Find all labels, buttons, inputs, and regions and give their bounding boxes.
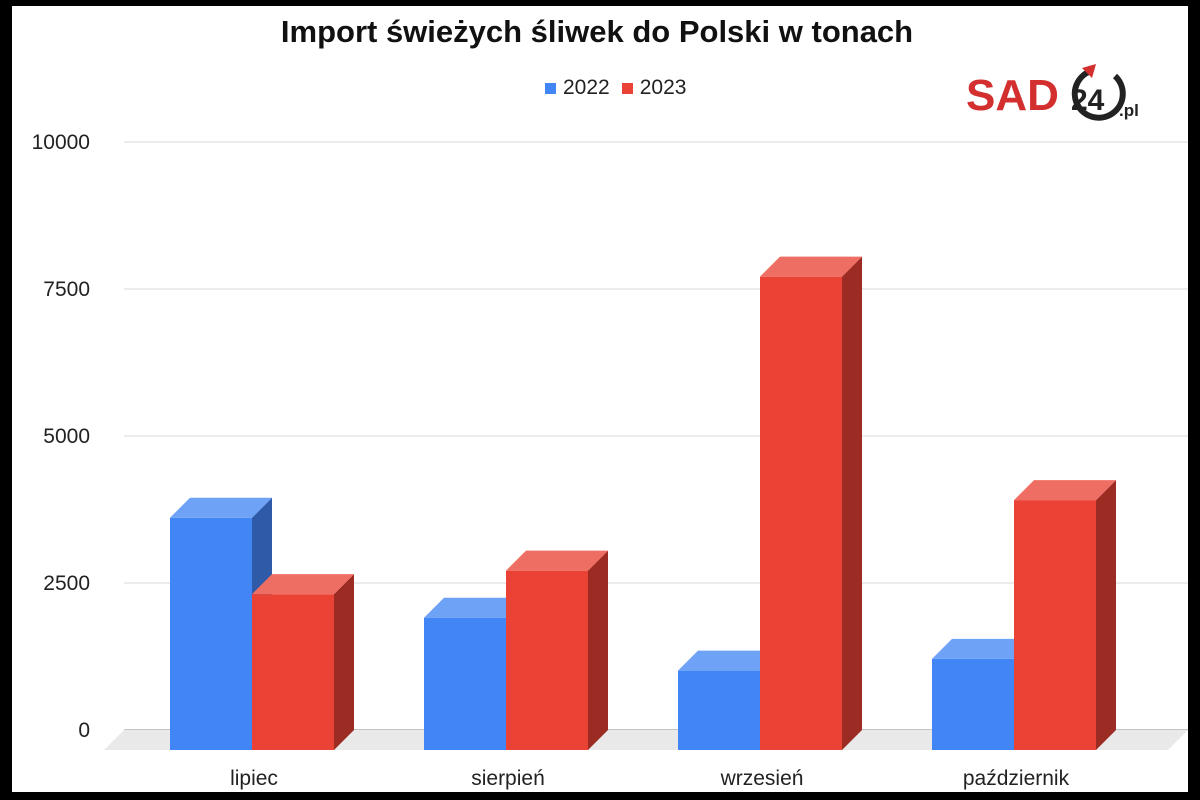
bar-top bbox=[760, 256, 862, 277]
legend-label-2023: 2023 bbox=[639, 76, 687, 99]
bar bbox=[170, 517, 252, 750]
bar bbox=[678, 670, 760, 750]
y-tick-label: 0 bbox=[78, 719, 90, 742]
sad24-logo: SAD 24 .pl bbox=[966, 64, 1139, 121]
x-tick-label: październik bbox=[963, 767, 1070, 790]
bar-chart: 0 2500 5000 7500 10000 lipiec sierpień wrzesień… bbox=[32, 131, 1188, 790]
legend-swatch-2022 bbox=[545, 82, 556, 94]
y-tick-label: 5000 bbox=[43, 425, 90, 448]
bar bbox=[252, 594, 334, 750]
bar-side bbox=[588, 550, 608, 750]
bar-top bbox=[506, 550, 608, 571]
bar-top bbox=[932, 638, 1034, 659]
logo-suffix-text: .pl bbox=[1119, 101, 1139, 120]
chart-floor bbox=[104, 730, 1188, 750]
bar-top bbox=[170, 497, 272, 518]
bar-side bbox=[842, 256, 862, 750]
bar-top bbox=[424, 597, 526, 618]
logo-number-text: 24 bbox=[1071, 84, 1105, 117]
bar-side bbox=[1096, 480, 1116, 750]
chart-title: Import świeżych śliwek do Polski w tonac… bbox=[280, 14, 914, 49]
bar bbox=[506, 570, 588, 750]
label-layer: 0 2500 5000 7500 10000 lipiec sierpień wrzesień… bbox=[32, 131, 1070, 790]
legend-item-2022[interactable]: 2022 bbox=[545, 76, 610, 100]
bar-top bbox=[678, 650, 780, 671]
x-tick-label: lipiec bbox=[230, 767, 278, 790]
chart-frame: Import świeżych śliwek do Polski w tonac… bbox=[12, 6, 1188, 792]
bar-top bbox=[252, 574, 354, 595]
chart-legend: 2022 2023 bbox=[545, 76, 686, 100]
bar-layer bbox=[170, 256, 1116, 750]
x-tick-label: sierpień bbox=[471, 767, 545, 790]
bar bbox=[760, 276, 842, 750]
legend-item-2023[interactable]: 2023 bbox=[621, 76, 687, 100]
logo-sad-text: SAD bbox=[966, 71, 1059, 120]
legend-label-2022: 2022 bbox=[563, 76, 610, 99]
bar-top bbox=[1014, 480, 1116, 501]
y-tick-label: 2500 bbox=[43, 572, 90, 595]
logo-ring bbox=[1071, 68, 1126, 121]
logo-arrow-icon bbox=[1082, 64, 1096, 78]
bar bbox=[424, 617, 506, 750]
bar bbox=[932, 658, 1014, 750]
y-tick-label: 10000 bbox=[32, 131, 90, 154]
bar bbox=[1014, 500, 1096, 750]
floor-layer bbox=[104, 730, 1188, 750]
y-tick-label: 7500 bbox=[43, 278, 90, 301]
x-tick-label: wrzesień bbox=[720, 767, 804, 790]
legend-swatch-2023 bbox=[621, 82, 633, 94]
bar-side bbox=[334, 574, 354, 750]
